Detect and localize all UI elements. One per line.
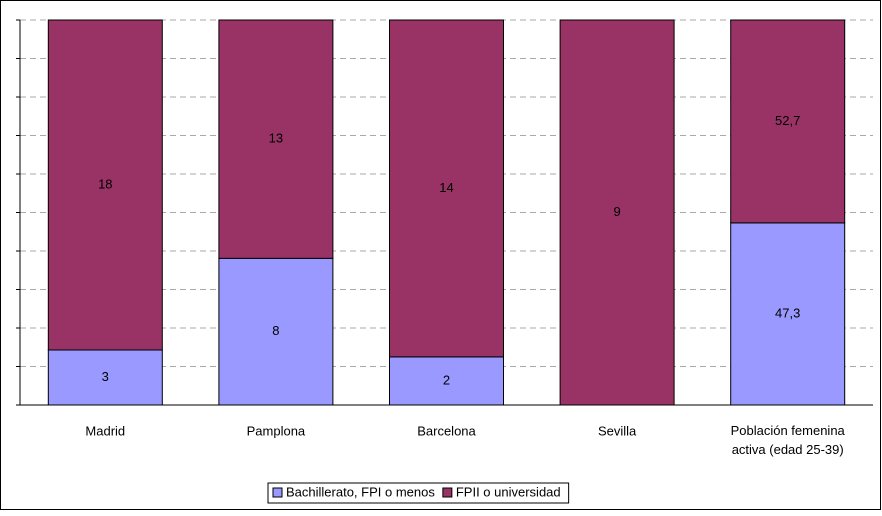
x-tick-label: Población femenina activa (edad 25-39) [731, 423, 846, 457]
data-label: 47,3 [775, 305, 800, 320]
bar-segment [47, 19, 163, 351]
bar-segment [730, 222, 846, 406]
legend-swatch [442, 487, 453, 498]
legend: Bachillerato, FPI o menos FPII o universi… [267, 482, 570, 504]
bar-segment [389, 19, 504, 358]
data-label: 8 [272, 323, 279, 338]
legend-swatch [272, 487, 283, 498]
bar-segment [218, 19, 334, 259]
bar-segment [730, 19, 846, 224]
data-label: 14 [439, 180, 453, 195]
bar-segment [559, 19, 675, 406]
data-label: 9 [613, 204, 620, 219]
data-label: 52,7 [775, 113, 800, 128]
legend-box [267, 482, 570, 504]
bar-segment [218, 257, 334, 406]
x-tick-label: Pamplona [247, 423, 306, 438]
data-label: 2 [443, 372, 450, 387]
legend-label: FPII o universidad [456, 484, 561, 499]
data-label: 3 [102, 369, 109, 384]
bar-segment [47, 349, 163, 406]
data-label: 13 [269, 131, 283, 146]
x-tick-label: Madrid [85, 423, 125, 438]
x-tick-label: Sevilla [598, 423, 637, 438]
legend-label: Bachillerato, FPI o menos [286, 484, 435, 499]
x-tick-label: Barcelona [417, 423, 476, 438]
data-label: 18 [98, 176, 112, 191]
